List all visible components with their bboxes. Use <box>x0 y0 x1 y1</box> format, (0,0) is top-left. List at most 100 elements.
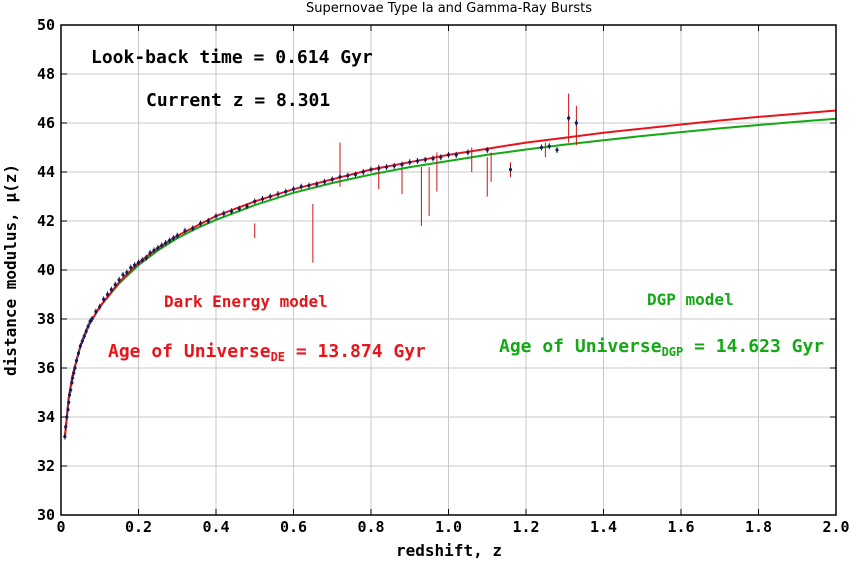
data-point <box>86 324 90 328</box>
x-tick-label: 1.2 <box>512 518 539 536</box>
data-point <box>140 258 144 262</box>
x-tick-label: 1.0 <box>435 518 462 536</box>
y-tick-label: 38 <box>37 310 55 328</box>
x-tick-label: 0.6 <box>280 518 307 536</box>
data-point <box>84 329 88 333</box>
data-point <box>439 155 443 159</box>
model-curves <box>63 109 837 437</box>
plot-frame <box>60 24 837 516</box>
x-tick-label: 0.2 <box>125 518 152 536</box>
data-point <box>88 319 92 324</box>
data-point <box>466 150 470 154</box>
data-point <box>67 400 71 404</box>
data-point <box>291 187 296 191</box>
y-tick-label: 30 <box>37 506 55 524</box>
data-point <box>307 183 311 188</box>
data-point <box>72 371 76 375</box>
data-point <box>73 366 77 370</box>
data-point <box>164 241 168 245</box>
data-point <box>69 388 73 392</box>
data-point <box>74 359 79 363</box>
data-point <box>408 160 412 164</box>
data-point <box>76 351 81 355</box>
data-point <box>94 310 98 314</box>
y-tick-label: 42 <box>37 212 55 230</box>
current-z-annotation: Current z = 8.301 <box>146 90 330 111</box>
data-point <box>64 425 68 429</box>
data-point <box>70 381 74 385</box>
data-point <box>400 163 404 167</box>
data-point <box>415 159 420 163</box>
data-point <box>446 153 451 157</box>
data-point <box>268 194 272 199</box>
y-axis-label: distance modulus, μ(z) <box>1 164 20 376</box>
data-point <box>214 214 218 218</box>
data-point <box>392 164 396 168</box>
x-tick-label: 1.4 <box>590 518 617 536</box>
data-point <box>206 219 210 223</box>
y-tick-label: 32 <box>37 457 55 475</box>
data-point <box>98 305 102 309</box>
lookback-annotation: Look-back time = 0.614 Gyr <box>91 47 373 68</box>
y-tick-label: 46 <box>37 114 55 132</box>
data-point <box>431 156 435 161</box>
data-point <box>547 144 551 148</box>
series-line-dark-energy <box>63 109 837 437</box>
data-point <box>191 226 195 230</box>
data-point <box>276 192 280 196</box>
data-point <box>78 344 82 348</box>
data-point <box>353 172 358 177</box>
de-age-annotation: Age of UniverseDE = 13.874 Gyr <box>108 341 426 364</box>
x-tick-label: 1.8 <box>745 518 772 536</box>
data-point <box>369 167 373 172</box>
data-point <box>346 174 350 178</box>
grid <box>61 25 836 515</box>
data-point <box>102 297 106 301</box>
x-tick-label: 0.4 <box>202 518 229 536</box>
data-point <box>82 334 86 338</box>
series-line-dgp <box>63 117 837 437</box>
y-tick-label: 40 <box>37 261 55 279</box>
data-point <box>67 393 72 397</box>
x-axis-label: redshift, z <box>396 541 502 560</box>
data-point <box>125 270 129 275</box>
data-point <box>80 339 84 343</box>
data-point <box>133 263 137 267</box>
x-tick-label: 2.0 <box>822 518 849 536</box>
data-point <box>567 116 571 120</box>
data-point <box>330 177 334 181</box>
data-point <box>90 317 94 321</box>
data-point <box>237 207 241 211</box>
data-point <box>574 121 578 125</box>
data-point <box>65 415 69 419</box>
data-point <box>156 246 160 250</box>
data-point <box>284 190 288 194</box>
data-point <box>322 180 327 184</box>
data-point <box>539 145 544 150</box>
data-point <box>338 175 342 179</box>
data-point <box>109 288 113 292</box>
data-point <box>66 408 70 412</box>
y-tick-label: 36 <box>37 359 55 377</box>
data-point <box>361 170 365 174</box>
y-tick-label: 34 <box>37 408 55 426</box>
data-point <box>152 248 156 252</box>
dgp-model-label: DGP model <box>647 290 734 309</box>
data-point <box>299 185 303 189</box>
data-point <box>105 292 110 297</box>
data-point <box>117 278 121 282</box>
data-point <box>253 199 257 203</box>
data-point <box>144 256 148 260</box>
x-tick-label: 1.6 <box>667 518 694 536</box>
x-tick-label: 0.8 <box>357 518 384 536</box>
data-point <box>121 273 125 277</box>
data-point <box>129 265 133 270</box>
data-point <box>160 243 164 248</box>
data-point <box>222 212 226 216</box>
de-model-label: Dark Energy model <box>164 292 328 311</box>
data-point <box>136 261 141 265</box>
data-point <box>113 283 117 287</box>
x-axis-ticks: 0 0.2 0.4 0.6 0.8 1.0 1.2 1.4 1.6 1.8 2.0 <box>56 25 850 536</box>
data-point <box>485 148 489 152</box>
